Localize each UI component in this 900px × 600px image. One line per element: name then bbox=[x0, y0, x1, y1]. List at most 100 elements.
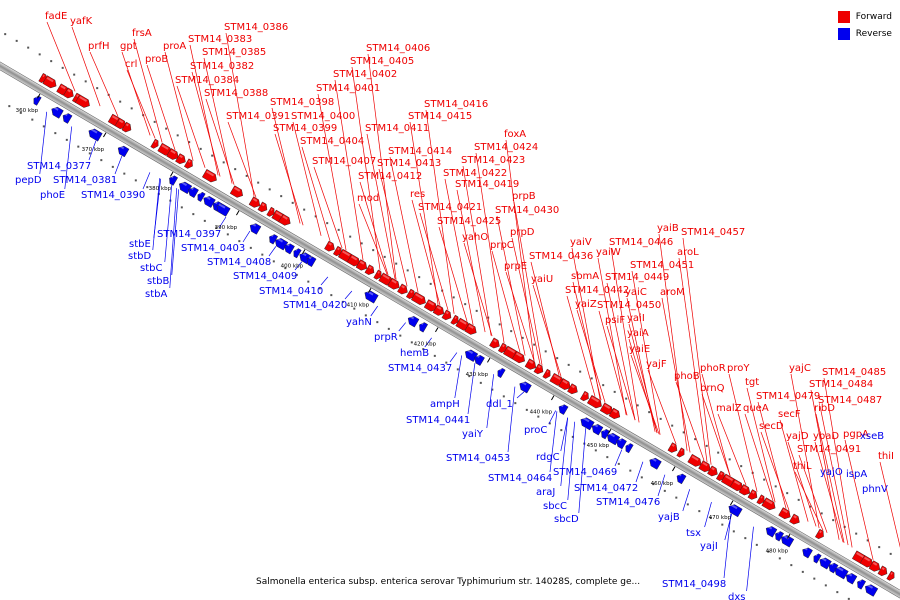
track-dot bbox=[203, 219, 206, 222]
tick-mark bbox=[236, 210, 240, 216]
gene-highlight bbox=[604, 404, 611, 409]
gene-body bbox=[188, 187, 199, 199]
gene-body bbox=[216, 203, 231, 217]
track-dot bbox=[238, 240, 241, 243]
gene-highlight bbox=[466, 349, 474, 354]
reverse-leader-line bbox=[449, 352, 458, 363]
gene-highlight bbox=[366, 290, 374, 296]
track-dot bbox=[73, 73, 76, 76]
gene-body bbox=[802, 547, 813, 559]
reverse-gene-arrow bbox=[676, 473, 687, 485]
gene-highlight bbox=[118, 119, 124, 124]
gene-highlight bbox=[562, 379, 568, 385]
forward-gene-arrow bbox=[346, 254, 360, 267]
forward-label-gpt: gpt bbox=[120, 41, 137, 52]
reverse-leader-line bbox=[723, 513, 732, 579]
forward-label-stm14-0391: STM14_0391 bbox=[226, 111, 290, 122]
gene-body bbox=[278, 213, 291, 226]
gene-highlight bbox=[493, 339, 497, 343]
track-dot bbox=[234, 168, 237, 171]
reverse-label-amph: ampH bbox=[430, 399, 460, 410]
reverse-leader-line bbox=[64, 126, 73, 190]
forward-gene-arrow bbox=[464, 322, 477, 335]
forward-label-stm14-0402: STM14_0402 bbox=[333, 69, 397, 80]
forward-label-stm14-0382: STM14_0382 bbox=[190, 61, 254, 72]
forward-label-stm14-0491: STM14_0491 bbox=[797, 444, 861, 455]
forward-leader-line bbox=[89, 51, 119, 117]
forward-leader-line bbox=[126, 69, 156, 139]
gene-highlight bbox=[436, 306, 442, 310]
reverse-label-sbcc: sbcC bbox=[543, 501, 567, 512]
gene-highlight bbox=[79, 96, 88, 102]
forward-label-stm14-0407: STM14_0407 bbox=[312, 156, 376, 167]
track-dot bbox=[383, 255, 386, 258]
reverse-label-ispa: ispA bbox=[846, 469, 867, 480]
gene-highlight bbox=[734, 480, 741, 486]
tick-mark bbox=[551, 395, 555, 401]
reverse-label-stm14-0464: STM14_0464 bbox=[488, 473, 552, 484]
forward-label-yaic: yaiC bbox=[625, 287, 647, 298]
forward-leader-line bbox=[682, 237, 712, 465]
reverse-leader-line bbox=[486, 374, 495, 429]
gene-highlight bbox=[751, 490, 755, 494]
track-dot bbox=[613, 390, 616, 393]
forward-leader-line bbox=[176, 85, 206, 168]
reverse-label-stm14-0377: STM14_0377 bbox=[27, 161, 91, 172]
gene-highlight bbox=[546, 370, 549, 373]
gene-body bbox=[117, 145, 130, 158]
forward-leader-line bbox=[717, 413, 747, 486]
forward-label-yaii: yaiI bbox=[627, 313, 645, 324]
reverse-gene-arrow bbox=[625, 443, 634, 454]
gene-body bbox=[729, 478, 743, 492]
gene-highlight bbox=[553, 374, 561, 380]
track-dot bbox=[199, 147, 202, 150]
track-dot bbox=[732, 530, 735, 533]
forward-label-stm14-0400: STM14_0400 bbox=[291, 111, 355, 122]
track-dot bbox=[119, 100, 122, 103]
forward-label-yaia: yaiA bbox=[627, 328, 649, 339]
forward-label-stm14-0401: STM14_0401 bbox=[316, 83, 380, 94]
reverse-leader-line bbox=[635, 461, 644, 483]
reverse-leader-line bbox=[548, 410, 557, 425]
forward-label-stm14-0385: STM14_0385 bbox=[202, 47, 266, 58]
reverse-label-yaji: yajI bbox=[700, 541, 718, 552]
track-dot bbox=[682, 431, 685, 434]
forward-gene-arrow bbox=[859, 555, 873, 568]
forward-leader-line bbox=[203, 57, 233, 184]
gene-body bbox=[687, 453, 702, 467]
gene-highlight bbox=[206, 170, 215, 177]
forward-gene-arrow bbox=[497, 342, 507, 353]
track-dot bbox=[192, 213, 195, 216]
gene-highlight bbox=[881, 567, 885, 571]
forward-label-thil: thiL bbox=[793, 461, 812, 472]
map-caption: Salmonella enterica subsp. enterica sero… bbox=[256, 577, 641, 587]
gene-highlight bbox=[42, 74, 45, 78]
forward-label-secf: secF bbox=[778, 409, 801, 420]
tick-mark bbox=[435, 327, 439, 333]
gene-highlight bbox=[582, 417, 590, 423]
gene-highlight bbox=[476, 354, 480, 358]
forward-leader-line bbox=[227, 121, 257, 198]
gene-highlight bbox=[793, 515, 797, 519]
tick-mark bbox=[368, 288, 372, 293]
track-dot bbox=[42, 125, 45, 128]
forward-leader-line bbox=[358, 203, 388, 275]
gene-body bbox=[519, 381, 532, 394]
tick-mark bbox=[170, 171, 174, 177]
reverse-gene-arrow bbox=[865, 583, 879, 597]
gene-highlight bbox=[680, 449, 683, 452]
track-dot bbox=[96, 87, 99, 90]
gene-body bbox=[877, 565, 888, 577]
track-dot bbox=[429, 282, 432, 285]
gene-body bbox=[728, 504, 743, 518]
forward-label-stm14-0446: STM14_0446 bbox=[609, 237, 673, 248]
gene-highlight bbox=[468, 324, 474, 329]
forward-gene-arrow bbox=[756, 494, 765, 505]
forward-leader-line bbox=[701, 373, 731, 476]
forward-label-prfh: prfH bbox=[88, 41, 110, 52]
forward-label-prpd: prpD bbox=[510, 227, 535, 238]
gene-body bbox=[667, 442, 678, 453]
forward-leader-line bbox=[647, 369, 677, 445]
gene-highlight bbox=[251, 222, 257, 227]
